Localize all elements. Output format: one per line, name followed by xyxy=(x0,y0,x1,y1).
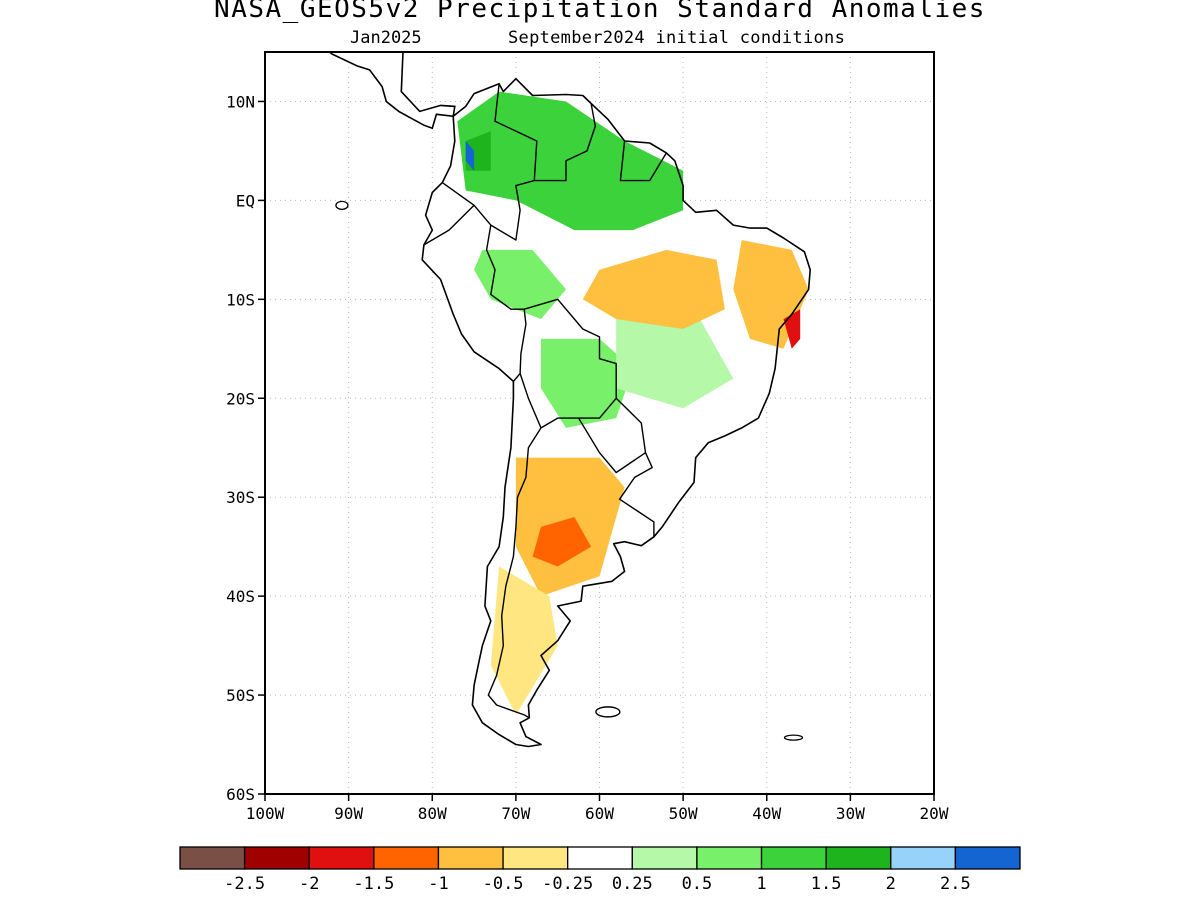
longitude-axis: 100W 90W 80W 70W 60W 50W 40W 30W 20W xyxy=(246,794,949,823)
country-border xyxy=(578,397,647,474)
latitude-axis: 10N EQ 10S 20S 30S 40S 50S 60S xyxy=(226,92,265,804)
south-america-coastline xyxy=(421,77,812,748)
colorbar-swatch xyxy=(308,846,375,870)
forecast-month: Jan2025 xyxy=(350,28,422,48)
lon-tick-label: 70W xyxy=(501,804,530,823)
lat-tick-label: 10S xyxy=(226,290,255,309)
colorbar xyxy=(179,846,1021,870)
colorbar-swatch xyxy=(179,846,246,870)
country-border xyxy=(441,83,538,241)
lat-tick-label: 20S xyxy=(226,389,255,408)
colorbar-label: 0.25 xyxy=(612,874,653,894)
country-border xyxy=(519,298,617,429)
country-border xyxy=(485,224,527,382)
galapagos-islands xyxy=(335,200,349,210)
colorbar-label: -1.5 xyxy=(353,874,394,894)
colorbar-swatch xyxy=(243,846,310,870)
colorbar-label: -0.5 xyxy=(483,874,524,894)
country-border xyxy=(423,204,475,246)
anomaly-fields xyxy=(457,91,809,715)
coastlines xyxy=(265,52,812,748)
colorbar-label: -2 xyxy=(299,874,319,894)
colorbar-swatch xyxy=(502,846,569,870)
colorbar-swatch xyxy=(631,846,698,870)
colorbar-label: 0.5 xyxy=(682,874,713,894)
lat-tick-label: 60S xyxy=(226,785,255,804)
falkland-islands xyxy=(595,706,621,718)
chart-title: NASA_GEOS5v2 Precipitation Standard Anom… xyxy=(214,0,986,24)
colorbar-label: 2.5 xyxy=(940,874,971,894)
lon-tick-label: 30W xyxy=(836,804,865,823)
colorbar-swatch xyxy=(567,846,633,870)
lon-tick-label: 100W xyxy=(246,804,285,823)
colorbar-swatch xyxy=(825,846,892,870)
colorbar-label: 1.5 xyxy=(811,874,842,894)
country-border xyxy=(618,452,655,537)
colorbar-label: -0.25 xyxy=(542,874,593,894)
country-border xyxy=(619,140,667,182)
colorbar-label: -1 xyxy=(428,874,448,894)
lon-tick-label: 20W xyxy=(920,804,949,823)
anomaly-region-wet-2.5 xyxy=(465,141,475,171)
lat-tick-label: 10N xyxy=(226,92,255,111)
central-america-land xyxy=(265,52,455,129)
lat-tick-label: EQ xyxy=(236,191,255,210)
lat-tick-label: 40S xyxy=(226,587,255,606)
country-border xyxy=(487,427,542,719)
anomaly-region-dry-0.5 xyxy=(582,249,725,329)
colorbar-swatch xyxy=(696,846,763,870)
colorbar-swatch xyxy=(760,846,827,870)
central-america-coastline xyxy=(265,52,456,130)
lat-tick-label: 50S xyxy=(226,686,255,705)
anomaly-region-dry-0.25 xyxy=(490,566,558,715)
initial-conditions: September2024 initial conditions xyxy=(508,28,846,48)
colorbar-label: 1 xyxy=(756,874,766,894)
colorbar-swatch xyxy=(890,846,957,870)
south-georgia xyxy=(783,734,804,741)
colorbar-label: -2.5 xyxy=(224,874,265,894)
colorbar-swatch xyxy=(373,846,440,870)
anomaly-region-wet-1.5 xyxy=(457,91,684,231)
lat-tick-label: 30S xyxy=(226,488,255,507)
lon-tick-label: 80W xyxy=(418,804,447,823)
colorbar-label: 2 xyxy=(886,874,896,894)
lon-tick-label: 60W xyxy=(585,804,614,823)
lon-tick-label: 40W xyxy=(752,804,781,823)
anomaly-region-dry-1 xyxy=(532,517,592,567)
anomaly-region-wet-0.5 xyxy=(616,319,734,409)
colorbar-labels: -2.5 -2 -1.5 -1 -0.5 -0.25 0.25 0.5 1 1.5 2 2.5 xyxy=(224,874,971,894)
colorbar-swatch xyxy=(954,846,1021,870)
lon-tick-label: 50W xyxy=(669,804,698,823)
lon-tick-label: 90W xyxy=(334,804,363,823)
colorbar-swatch xyxy=(437,846,504,870)
anomaly-region-wet-1 xyxy=(474,249,566,320)
country-border xyxy=(534,103,596,182)
